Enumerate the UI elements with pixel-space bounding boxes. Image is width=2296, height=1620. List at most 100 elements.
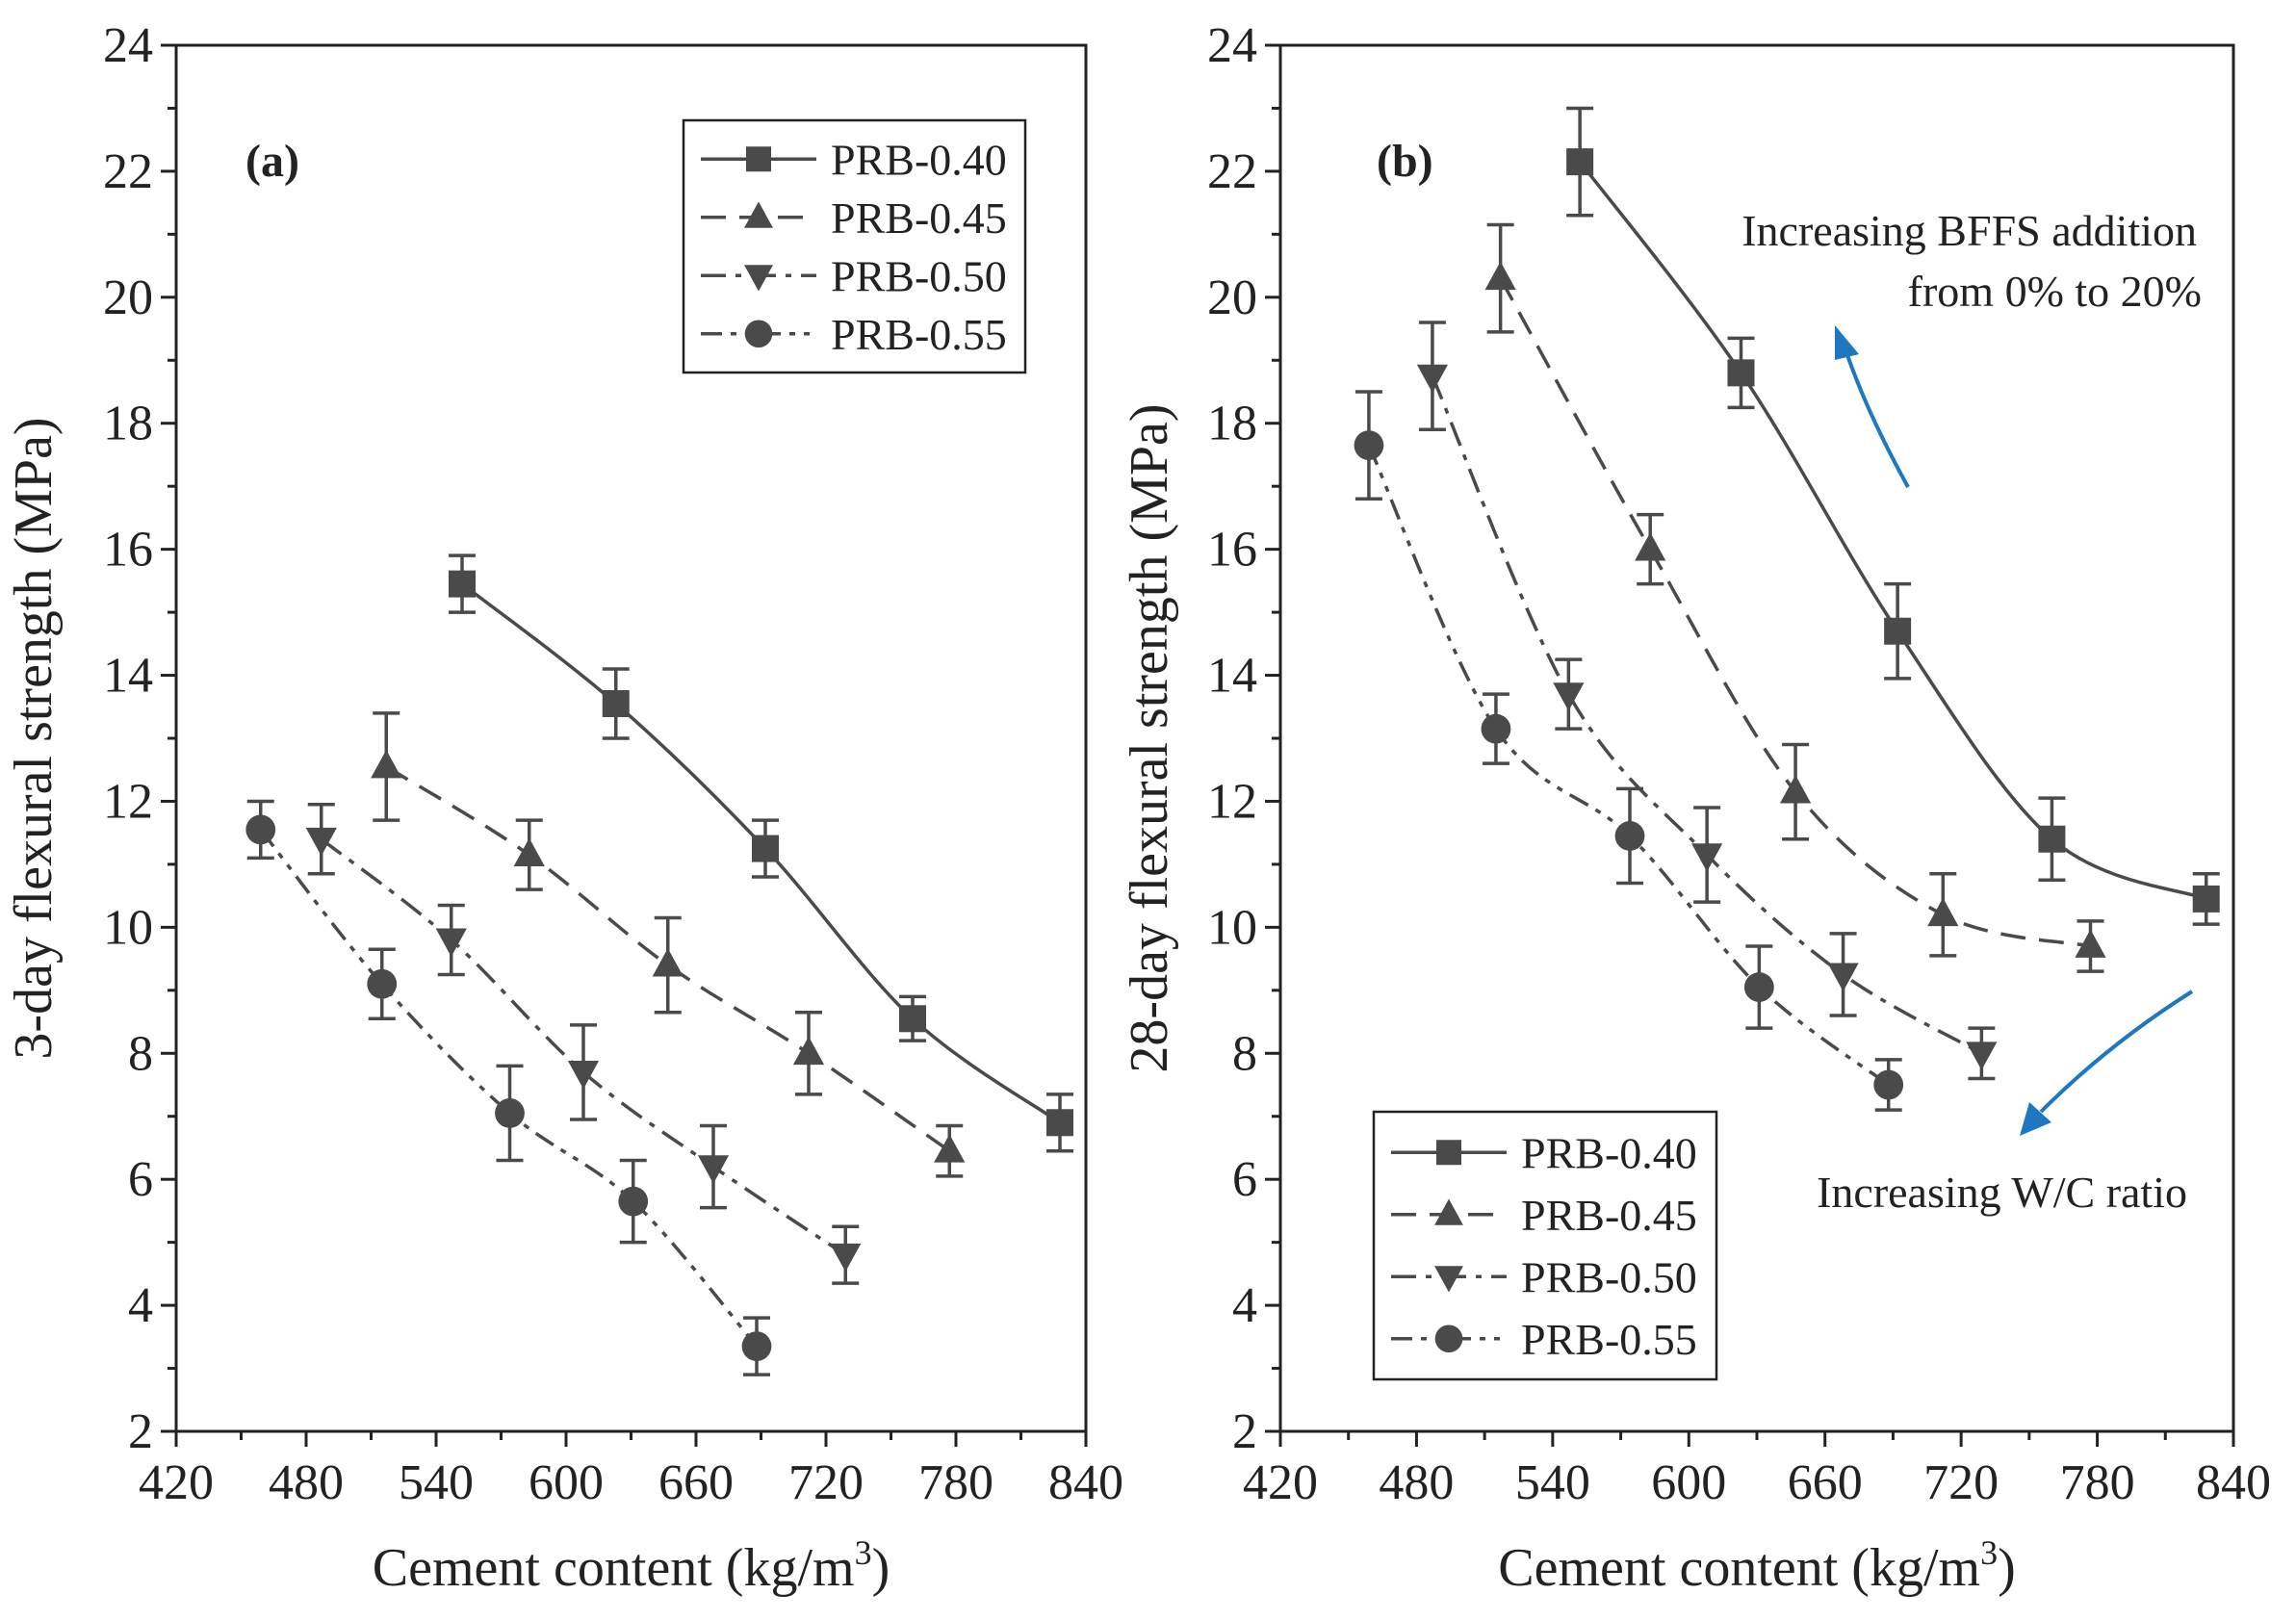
legend-label: PRB-0.40 [831, 135, 1007, 184]
y-tick-label: 4 [1232, 1278, 1257, 1333]
legend-label: PRB-0.55 [831, 310, 1007, 359]
y-tick-label: 20 [1207, 270, 1257, 325]
legend-item: PRB-0.40 [701, 135, 1007, 184]
annotation-wc-ratio: Increasing W/C ratio [1817, 1168, 2187, 1217]
x-tick-label: 600 [1651, 1455, 1726, 1510]
data-point [1046, 1109, 1073, 1137]
data-point [1481, 713, 1511, 744]
y-tick-label: 12 [103, 774, 153, 829]
arrow-down-icon [2039, 990, 2194, 1114]
x-tick-label: 420 [139, 1455, 214, 1510]
x-tick-label: 660 [658, 1455, 734, 1510]
y-tick-label: 18 [1207, 397, 1257, 451]
legend-item: PRB-0.45 [701, 193, 1007, 243]
data-point [1884, 617, 1912, 645]
y-tick-label: 24 [1207, 18, 1257, 73]
x-axis-title-b: Cement content (kg/m3) [1498, 1533, 2015, 1598]
data-point [1354, 430, 1384, 461]
x-tick-label: 480 [269, 1455, 344, 1510]
legend-marker [744, 201, 773, 228]
y-tick-label: 6 [128, 1152, 153, 1207]
legend-item: PRB-0.55 [701, 310, 1007, 359]
arrow-up-head-icon [1835, 325, 1859, 360]
x-tick-label: 480 [1379, 1455, 1454, 1510]
x-tick-label: 600 [529, 1455, 604, 1510]
legend-label: PRB-0.45 [831, 193, 1007, 243]
data-point [449, 570, 476, 598]
y-tick-label: 12 [1207, 774, 1257, 829]
data-point [792, 1036, 825, 1066]
x-tick-label: 540 [399, 1455, 474, 1510]
legend-label: PRB-0.45 [1521, 1191, 1697, 1240]
series-line [259, 828, 759, 1348]
y-tick-label: 2 [1232, 1404, 1257, 1459]
legend-label: PRB-0.50 [1521, 1252, 1697, 1301]
y-tick-label: 18 [103, 397, 153, 451]
legend-marker [744, 320, 773, 348]
legend-marker [744, 265, 773, 292]
y-tick-label: 2 [128, 1404, 153, 1459]
y-tick-label: 6 [1232, 1152, 1257, 1207]
legend-label: PRB-0.55 [1521, 1315, 1697, 1364]
annotation-bffs-line2: from 0% to 20% [1908, 267, 2202, 316]
panel-b: 420 480 540 600 660 720 780 8402468101214161820… [1120, 18, 2271, 1598]
data-point [652, 948, 684, 977]
data-point [367, 968, 398, 999]
data-point [934, 1134, 966, 1163]
y-tick-label: 8 [1232, 1026, 1257, 1081]
series-line [1367, 444, 1890, 1087]
data-point [697, 1155, 730, 1184]
series-PRB-0.55 [1354, 390, 1904, 1112]
legend-marker [1434, 1198, 1463, 1225]
x-tick-label: 780 [2060, 1455, 2135, 1510]
series-line [1499, 277, 2091, 948]
annotation-bffs-line1: Increasing BFFS addition [1741, 206, 2197, 255]
x-axis-title-a: Cement content (kg/m3) [373, 1533, 890, 1598]
data-point [435, 928, 467, 957]
x-tick-label: 720 [788, 1455, 864, 1510]
data-point [371, 749, 402, 779]
legend-item: PRB-0.50 [701, 251, 1007, 300]
panel-label-a: (a) [245, 136, 299, 187]
data-point [495, 1098, 525, 1128]
y-tick-label: 16 [1207, 523, 1257, 578]
arrow-down-head-icon [2020, 1102, 2051, 1136]
x-tick-label: 720 [1923, 1455, 1999, 1510]
series-PRB-0.50 [1416, 321, 1998, 1081]
annotations-b: Increasing BFFS addition from 0% to 20% … [1741, 206, 2202, 1217]
series-PRB-0.45 [1484, 222, 2106, 973]
legend-marker [1434, 1324, 1463, 1353]
data-point [513, 837, 545, 866]
y-tick-label: 14 [103, 649, 153, 704]
y-tick-label: 16 [103, 523, 153, 578]
x-tick-label: 840 [1048, 1455, 1123, 1510]
series-PRB-0.50 [305, 802, 862, 1285]
data-point [1614, 821, 1645, 851]
y-axis-title-b: 28-day flexural strength (MPa) [1120, 403, 1179, 1072]
legend-b: PRB-0.40 PRB-0.45 PRB-0.50 PRB-0.55 [1372, 1110, 1718, 1381]
x-tick-label: 420 [1243, 1455, 1318, 1510]
y-tick-label: 4 [128, 1278, 153, 1333]
x-tick-label: 840 [2196, 1455, 2271, 1510]
x-tick-label: 540 [1515, 1455, 1590, 1510]
y-tick-label: 10 [103, 900, 153, 955]
data-point [2038, 825, 2066, 853]
data-point [305, 827, 337, 857]
series-PRB-0.40 [1566, 106, 2220, 926]
legend-a: PRB-0.40 PRB-0.45 PRB-0.50 PRB-0.55 [682, 118, 1027, 374]
data-point [741, 1331, 772, 1362]
legend-item: PRB-0.40 [1391, 1128, 1697, 1177]
legend-label: PRB-0.50 [831, 251, 1007, 300]
data-point [1779, 775, 1812, 804]
data-point [245, 814, 276, 845]
legend-box [1372, 1110, 1718, 1381]
data-point [1691, 843, 1723, 872]
legend-marker [1434, 1266, 1463, 1293]
y-tick-label: 20 [103, 270, 153, 325]
series-PRB-0.45 [371, 711, 966, 1178]
series-PRB-0.40 [449, 553, 1073, 1153]
y-tick-label: 24 [103, 18, 153, 73]
data-point [602, 690, 630, 717]
data-point [1566, 148, 1594, 176]
